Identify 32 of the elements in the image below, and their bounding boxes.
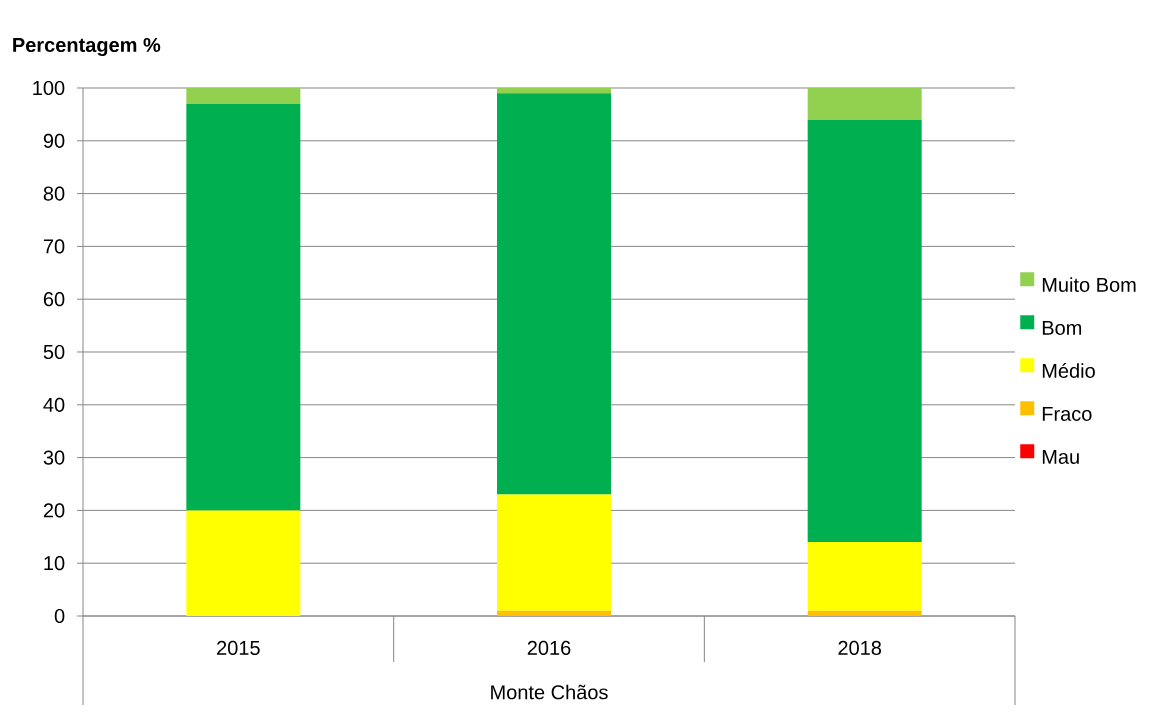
y-axis-title: Percentagem % [13, 37, 161, 57]
y-tick-label: 20 [43, 503, 65, 518]
bar [497, 87, 612, 94]
bar [807, 87, 922, 120]
legend-label: Bom [1042, 320, 1082, 335]
legend-label: Muito Bom [1042, 277, 1136, 292]
y-tick-label: 80 [43, 186, 65, 201]
bar [497, 494, 612, 611]
y-tick-label: 90 [43, 133, 65, 148]
x-tick-label: 2015 [217, 640, 260, 656]
y-tick-label: 40 [43, 397, 65, 412]
bar [807, 610, 922, 616]
bar [807, 542, 922, 611]
y-tick-label: 70 [43, 239, 65, 254]
x-axis-title: Monte Chãos [491, 684, 608, 700]
legend-label: Médio [1042, 363, 1095, 378]
bar [186, 87, 301, 104]
y-tick-label: 60 [43, 292, 65, 307]
bar [186, 510, 301, 616]
y-tick-label: 50 [43, 344, 65, 360]
y-tick-label: 100 [33, 80, 65, 96]
y-tick-label: 0 [54, 608, 65, 624]
x-tick-label: 2018 [838, 640, 882, 656]
y-tick-label: 10 [44, 556, 65, 571]
y-tick-label: 30 [43, 450, 65, 465]
bar [807, 119, 922, 543]
bar [497, 610, 612, 616]
bar [497, 93, 612, 495]
legend-label: Fraco [1042, 406, 1092, 421]
legend-label: Mau [1042, 449, 1079, 464]
x-tick-label: 2016 [527, 640, 571, 656]
bar [186, 103, 301, 511]
